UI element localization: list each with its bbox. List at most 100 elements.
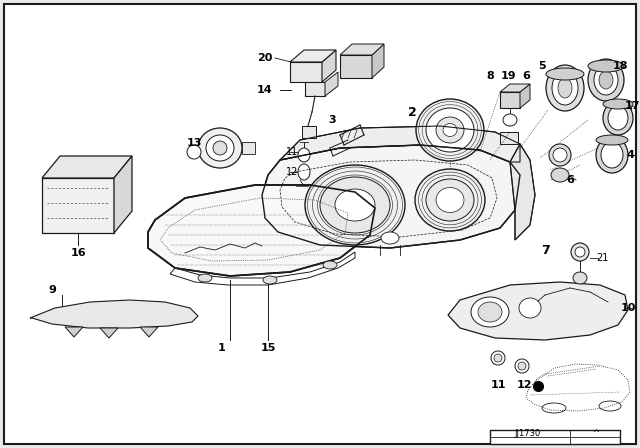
Ellipse shape [471, 297, 509, 327]
Ellipse shape [603, 101, 633, 135]
Polygon shape [500, 132, 518, 144]
Polygon shape [148, 185, 375, 276]
Ellipse shape [478, 302, 502, 322]
Ellipse shape [298, 148, 310, 162]
Polygon shape [322, 50, 336, 82]
Ellipse shape [503, 114, 517, 126]
Ellipse shape [263, 276, 277, 284]
Text: 20: 20 [257, 53, 273, 63]
Text: 21: 21 [596, 253, 608, 263]
Ellipse shape [594, 65, 618, 95]
Ellipse shape [323, 261, 337, 269]
Ellipse shape [571, 243, 589, 261]
Polygon shape [510, 144, 535, 240]
Ellipse shape [426, 179, 474, 221]
Ellipse shape [198, 274, 212, 282]
Text: 3: 3 [328, 115, 336, 125]
Text: 15: 15 [260, 343, 276, 353]
Ellipse shape [298, 164, 310, 180]
Polygon shape [340, 44, 384, 55]
Text: 1: 1 [218, 343, 226, 353]
Text: 7: 7 [541, 244, 549, 257]
Text: 12: 12 [516, 380, 532, 390]
Polygon shape [490, 430, 620, 444]
Ellipse shape [305, 165, 405, 245]
Ellipse shape [553, 148, 567, 162]
Text: 18: 18 [612, 61, 628, 71]
Polygon shape [372, 44, 384, 78]
Polygon shape [305, 82, 325, 96]
Polygon shape [500, 84, 530, 92]
Ellipse shape [335, 189, 375, 221]
Ellipse shape [546, 68, 584, 80]
Text: 13: 13 [186, 138, 202, 148]
Ellipse shape [416, 99, 484, 161]
Ellipse shape [603, 99, 633, 109]
Ellipse shape [443, 124, 457, 137]
Ellipse shape [573, 272, 587, 284]
Text: 9: 9 [48, 285, 56, 295]
Text: 19: 19 [500, 71, 516, 81]
Polygon shape [262, 145, 520, 248]
Text: 5: 5 [538, 61, 546, 71]
Text: ^: ^ [593, 428, 600, 438]
Ellipse shape [436, 117, 464, 143]
Text: 4: 4 [626, 150, 634, 160]
Ellipse shape [436, 188, 464, 212]
Ellipse shape [381, 232, 399, 244]
Ellipse shape [599, 71, 613, 89]
Ellipse shape [596, 137, 628, 173]
Ellipse shape [426, 108, 474, 152]
Ellipse shape [596, 135, 628, 145]
Polygon shape [280, 126, 520, 162]
Polygon shape [500, 92, 520, 108]
Text: 6: 6 [566, 175, 574, 185]
Polygon shape [242, 142, 255, 154]
Polygon shape [65, 327, 83, 337]
Polygon shape [448, 282, 628, 340]
Polygon shape [340, 55, 372, 78]
Ellipse shape [552, 71, 578, 105]
Polygon shape [290, 62, 322, 82]
Text: 11: 11 [286, 147, 298, 157]
Polygon shape [30, 300, 198, 328]
Ellipse shape [519, 298, 541, 318]
Text: 6: 6 [522, 71, 530, 81]
Ellipse shape [608, 106, 628, 130]
Ellipse shape [549, 144, 571, 166]
Text: 8: 8 [486, 71, 494, 81]
Polygon shape [42, 156, 132, 178]
Ellipse shape [518, 362, 526, 370]
Polygon shape [520, 84, 530, 108]
Ellipse shape [213, 141, 227, 155]
Text: 17: 17 [624, 101, 640, 111]
Polygon shape [114, 156, 132, 233]
Text: 2: 2 [408, 105, 417, 119]
Ellipse shape [546, 65, 584, 111]
Ellipse shape [588, 60, 624, 72]
Polygon shape [290, 50, 336, 62]
Ellipse shape [494, 354, 502, 362]
Text: 10: 10 [620, 303, 636, 313]
Polygon shape [325, 72, 338, 96]
Ellipse shape [198, 128, 242, 168]
Ellipse shape [415, 169, 485, 231]
Polygon shape [140, 327, 158, 337]
Text: 16: 16 [70, 248, 86, 258]
Text: 14: 14 [257, 85, 273, 95]
Ellipse shape [575, 247, 585, 257]
Text: 11: 11 [490, 380, 506, 390]
Ellipse shape [206, 135, 234, 161]
Polygon shape [302, 126, 316, 138]
Ellipse shape [558, 78, 572, 98]
Text: JJ1730: JJ1730 [515, 428, 541, 438]
Polygon shape [42, 178, 114, 233]
Ellipse shape [320, 177, 390, 233]
Polygon shape [100, 328, 118, 338]
Ellipse shape [491, 351, 505, 365]
Ellipse shape [551, 168, 569, 182]
Ellipse shape [601, 142, 623, 168]
Text: 12: 12 [286, 167, 298, 177]
Ellipse shape [515, 359, 529, 373]
Ellipse shape [187, 145, 201, 159]
